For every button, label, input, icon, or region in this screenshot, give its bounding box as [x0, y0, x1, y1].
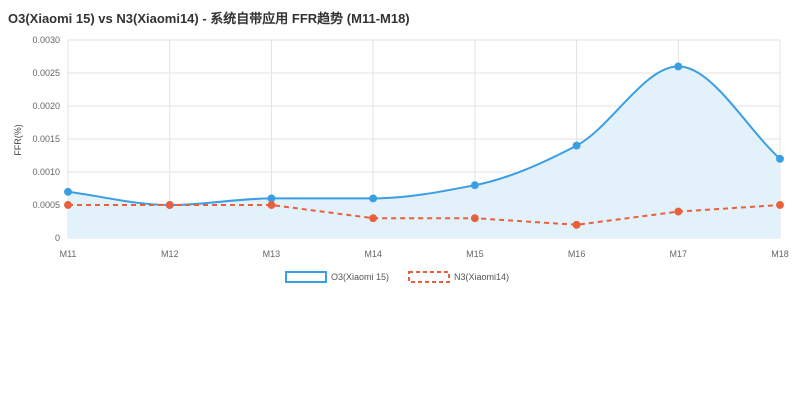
data-point	[64, 187, 72, 196]
data-point	[64, 201, 72, 209]
y-axis-ticks: 0 0.0005 0.0010 0.0015 0.0020 0.0025 0.0030	[32, 35, 60, 243]
y-tick-label: 0.0025	[32, 68, 60, 78]
data-point	[674, 207, 683, 216]
series-area-fill	[68, 66, 780, 239]
x-tick-label: M16	[568, 249, 586, 259]
data-point	[470, 181, 479, 190]
legend-label: N3(Xiaomi14)	[454, 272, 509, 282]
data-point	[776, 154, 784, 163]
y-axis-title: FFR(%)	[13, 124, 23, 156]
data-point	[776, 201, 784, 209]
data-point	[369, 194, 378, 203]
series-layer	[64, 62, 784, 239]
x-tick-label: M18	[771, 249, 789, 259]
y-tick-label: 0.0005	[32, 200, 60, 210]
data-point	[369, 214, 378, 223]
legend-item-1: O3(Xiaomi 15)	[285, 271, 389, 283]
x-tick-label: M17	[670, 249, 688, 259]
y-tick-label: 0.0010	[32, 167, 60, 177]
series-line	[68, 204, 781, 226]
x-axis-ticks: M11 M12 M13 M14 M15 M16 M17 M18	[60, 249, 789, 259]
data-point	[572, 220, 581, 229]
chart-title: O3(Xiaomi 15) vs N3(Xiaomi14) - 系统自带应用 F…	[8, 11, 410, 26]
x-tick-label: M11	[60, 249, 77, 259]
data-point	[572, 141, 581, 150]
legend-swatch	[285, 271, 327, 283]
legend-label: O3(Xiaomi 15)	[331, 272, 389, 282]
x-tick-label: M12	[161, 249, 179, 259]
legend-swatch	[408, 271, 450, 283]
data-point	[267, 201, 276, 209]
x-tick-label: M14	[364, 249, 382, 259]
y-tick-label: 0.0015	[32, 134, 60, 144]
x-tick-label: M15	[466, 249, 484, 259]
data-point	[470, 214, 479, 223]
legend-item-2: N3(Xiaomi14)	[408, 271, 509, 283]
y-tick-label: 0.0030	[32, 35, 60, 45]
y-tick-label: 0	[55, 233, 60, 243]
x-tick-label: M13	[263, 249, 281, 259]
y-tick-label: 0.0020	[32, 101, 60, 111]
data-point	[267, 194, 276, 203]
data-point	[674, 62, 683, 71]
data-point	[165, 201, 174, 209]
legend: O3(Xiaomi 15) N3(Xiaomi14)	[285, 271, 509, 283]
series-2	[64, 201, 784, 229]
